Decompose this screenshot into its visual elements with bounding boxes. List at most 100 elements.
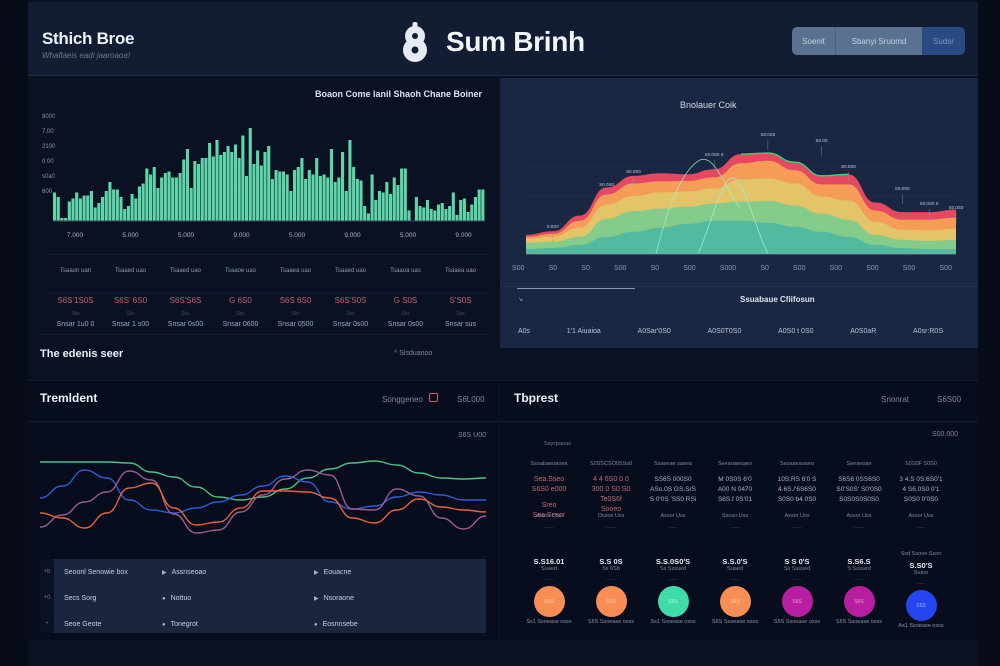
status-circle-button[interactable]: S6S <box>843 586 875 617</box>
bar[interactable] <box>145 168 149 222</box>
status-circle-button[interactable]: S6S <box>533 586 565 617</box>
bar[interactable] <box>462 198 466 222</box>
bar[interactable] <box>112 189 116 222</box>
bar[interactable] <box>370 174 374 222</box>
bar[interactable] <box>171 177 175 222</box>
status-circle-button[interactable]: S6S <box>595 586 627 617</box>
area-bottom-label[interactable]: A0S0T0S0 <box>707 328 742 335</box>
bar[interactable] <box>226 146 230 221</box>
bar[interactable] <box>407 210 411 222</box>
bar[interactable] <box>355 179 359 221</box>
bar[interactable] <box>448 206 452 221</box>
bar[interactable] <box>455 215 459 221</box>
bar[interactable] <box>414 197 418 221</box>
bar[interactable] <box>86 195 90 222</box>
bar[interactable] <box>182 159 186 222</box>
bar[interactable] <box>200 158 204 221</box>
bar[interactable] <box>322 174 326 222</box>
bar[interactable] <box>341 152 345 221</box>
bar[interactable] <box>278 171 282 222</box>
bar[interactable] <box>237 158 241 221</box>
area-bottom-label[interactable]: A0S0aR <box>850 328 877 335</box>
bar[interactable] <box>119 197 123 221</box>
bar[interactable] <box>252 164 256 221</box>
section-meta[interactable]: ^ Sisduanoo <box>394 350 433 357</box>
bar[interactable] <box>333 182 337 221</box>
status-circle-button[interactable]: S6S <box>905 590 937 621</box>
bar[interactable] <box>425 200 430 221</box>
bar[interactable] <box>222 152 226 221</box>
bar[interactable] <box>444 209 448 221</box>
bar[interactable] <box>285 174 289 222</box>
header-button-sbanyi-sruomd[interactable]: Sbanyi Sruomd <box>836 27 922 55</box>
bar[interactable] <box>359 180 363 222</box>
bar[interactable] <box>451 192 455 222</box>
bar[interactable] <box>307 170 311 221</box>
status-circle-button[interactable]: S6S <box>657 586 689 617</box>
bar[interactable] <box>149 174 153 222</box>
bar[interactable] <box>215 140 219 221</box>
bar[interactable] <box>329 149 334 221</box>
bar[interactable] <box>337 177 341 222</box>
bar[interactable] <box>363 206 367 221</box>
bar[interactable] <box>97 203 101 221</box>
bar[interactable] <box>477 189 481 222</box>
bar[interactable] <box>396 185 400 221</box>
status-circle-button[interactable]: S6S <box>781 586 813 617</box>
bar[interactable] <box>385 182 389 221</box>
bar[interactable] <box>318 176 322 221</box>
bar[interactable] <box>93 207 97 222</box>
bar[interactable] <box>208 143 212 221</box>
bar[interactable] <box>326 177 330 222</box>
bar[interactable] <box>123 209 127 221</box>
bar[interactable] <box>256 150 260 222</box>
bar[interactable] <box>281 171 286 222</box>
list-item[interactable]: + Seoe Geote ● Tonegrot ● Eosnnsebe <box>40 611 486 637</box>
bar[interactable] <box>82 195 86 222</box>
bar[interactable] <box>403 168 407 222</box>
bar[interactable] <box>366 213 370 222</box>
list-item[interactable]: +0 Secs Sorg ● Nottuo ▶ Nsoraone <box>40 585 486 611</box>
bar[interactable] <box>300 158 304 221</box>
area-bottom-label[interactable]: A0sr:R0S <box>913 328 943 335</box>
line-series-orange[interactable] <box>39 482 487 529</box>
bar[interactable] <box>178 173 182 221</box>
bar[interactable] <box>344 191 348 221</box>
bar[interactable] <box>126 206 130 221</box>
bar[interactable] <box>259 165 263 222</box>
area-bottom-label[interactable]: A0Sar'0S0 <box>637 328 671 335</box>
bar[interactable] <box>60 218 64 221</box>
bar[interactable] <box>233 144 238 222</box>
bar[interactable] <box>67 201 71 222</box>
bar[interactable] <box>274 170 278 221</box>
line-series-green[interactable] <box>39 460 487 501</box>
area-tab-indicator[interactable] <box>517 288 635 289</box>
bar[interactable] <box>219 155 223 221</box>
bar[interactable] <box>374 200 378 221</box>
bar[interactable] <box>418 206 422 221</box>
bar[interactable] <box>470 204 474 222</box>
area-bottom-label[interactable]: A0S0 t 0S0 <box>778 328 814 335</box>
bar[interactable] <box>481 189 485 222</box>
bar[interactable] <box>315 158 319 221</box>
bar[interactable] <box>71 198 75 222</box>
area-series-teal[interactable] <box>526 220 956 254</box>
bar[interactable] <box>245 176 249 221</box>
bar[interactable] <box>115 189 119 222</box>
bar[interactable] <box>211 156 215 222</box>
area-bottom-label[interactable]: A0s <box>518 328 531 335</box>
bar[interactable] <box>381 192 385 222</box>
bar[interactable] <box>241 135 245 222</box>
bar[interactable] <box>289 191 293 221</box>
bar[interactable] <box>296 167 300 221</box>
bar[interactable] <box>185 149 190 221</box>
bar[interactable] <box>64 218 68 221</box>
header-button-sudsr[interactable]: Sudsr <box>922 27 965 55</box>
bar[interactable] <box>263 152 267 221</box>
bar[interactable] <box>167 171 171 222</box>
bar[interactable] <box>193 161 197 221</box>
bar[interactable] <box>400 168 404 222</box>
bar[interactable] <box>56 197 60 221</box>
bar[interactable] <box>130 194 134 221</box>
bar[interactable] <box>134 198 138 222</box>
